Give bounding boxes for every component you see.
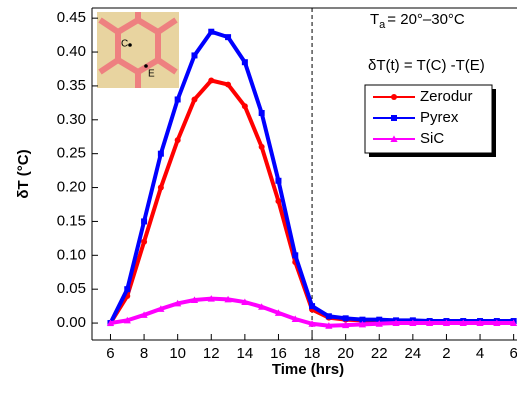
data-point (376, 316, 383, 323)
data-point (241, 103, 248, 110)
data-point (191, 52, 198, 59)
annotation-part: a (379, 19, 386, 31)
data-point (106, 319, 115, 327)
data-point (375, 320, 383, 327)
x-tick-label: 12 (203, 345, 220, 362)
annotation: Ta = 20°–30°C (370, 11, 465, 31)
inset: C E (97, 12, 179, 88)
data-point (476, 319, 484, 327)
data-point (493, 319, 501, 327)
y-tick-label: 0.30 (57, 111, 86, 128)
x-tick-label: 24 (405, 345, 422, 362)
x-axis-label: Time (hrs) (272, 361, 344, 378)
inset-label: E (148, 69, 155, 80)
data-point (292, 252, 299, 259)
annotation-part: = 20°–30°C (387, 11, 465, 28)
data-point (258, 303, 266, 310)
data-point (241, 298, 249, 306)
data-point (275, 198, 282, 205)
x-tick-label: 10 (169, 345, 186, 362)
x-tick-label: 14 (237, 345, 254, 362)
x-tick-label: 2 (442, 345, 450, 362)
data-point (174, 96, 181, 103)
data-point (208, 77, 215, 84)
legend: Zerodur Pyrex SiC (364, 84, 496, 157)
x-tick-label: 16 (270, 345, 287, 362)
data-point (426, 319, 434, 327)
data-point (392, 319, 400, 327)
legend-label: Pyrex (420, 109, 459, 126)
data-point (459, 319, 467, 327)
data-point (325, 313, 332, 320)
data-point (258, 110, 265, 117)
data-point (342, 321, 350, 329)
data-point (141, 218, 148, 225)
data-point (241, 59, 248, 66)
data-point (275, 177, 282, 184)
inset-label: C (121, 39, 128, 50)
y-tick-label: 0.10 (57, 246, 86, 263)
x-tick-label: 4 (476, 345, 484, 362)
data-point (124, 286, 131, 293)
data-point (358, 320, 367, 328)
y-tick-label: 0.05 (57, 280, 86, 297)
y-tick-label: 0.45 (57, 9, 86, 26)
annotation: δT(t) = T(C) -T(E) (368, 57, 485, 74)
data-point (224, 295, 232, 303)
data-point (140, 311, 148, 318)
data-point (510, 319, 517, 327)
legend-label: SiC (420, 130, 444, 147)
data-point (342, 315, 349, 322)
inset-point (128, 43, 132, 47)
data-point (191, 96, 198, 103)
y-tick-label: 0.40 (57, 43, 86, 60)
data-point (258, 143, 265, 150)
data-point (291, 315, 299, 322)
data-point (309, 303, 316, 310)
y-tick-label: 0.20 (57, 179, 86, 196)
inset-hexagons (98, 12, 178, 88)
legend-marker (391, 94, 397, 100)
data-point (225, 34, 232, 41)
data-point (141, 238, 148, 245)
y-tick-label: 0.25 (57, 145, 86, 162)
data-point (190, 296, 199, 304)
legend-marker (391, 115, 397, 121)
data-point (157, 305, 165, 312)
x-tick-label: 6 (509, 345, 517, 362)
data-point (359, 316, 366, 323)
data-point (157, 184, 164, 191)
data-point (207, 295, 215, 302)
legend-marker (390, 135, 398, 142)
y-tick-label: 0.15 (57, 212, 86, 229)
data-point (208, 28, 215, 35)
data-point (325, 322, 333, 329)
x-tick-label: 8 (140, 345, 148, 362)
data-point (274, 309, 283, 316)
inset-point (144, 64, 148, 68)
data-point (308, 320, 316, 327)
data-point (174, 299, 182, 307)
y-axis-label: δT (°C) (15, 149, 32, 198)
data-point (123, 316, 131, 324)
y-tick-label: 0.35 (57, 77, 86, 94)
data-point (174, 137, 181, 144)
data-point (225, 81, 232, 88)
x-tick-label: 22 (371, 345, 388, 362)
x-tick-label: 20 (337, 345, 354, 362)
y-tick-label: 0.00 (57, 314, 86, 331)
x-tick-label: 6 (106, 345, 114, 362)
data-point (442, 319, 451, 327)
annotation-part: T (370, 11, 379, 28)
x-tick-label: 18 (304, 345, 321, 362)
legend-label: Zerodur (420, 88, 473, 105)
data-point (157, 150, 164, 157)
data-point (409, 319, 417, 327)
